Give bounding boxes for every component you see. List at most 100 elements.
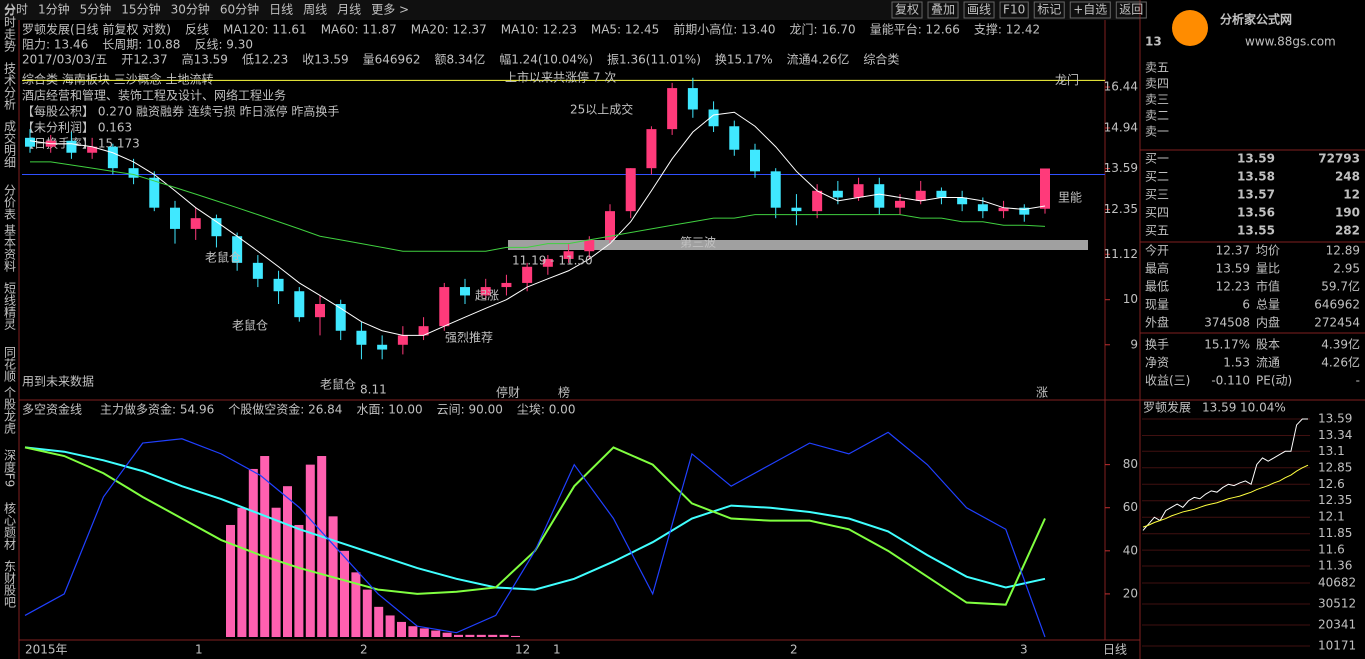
indicator-label: 流通4.26亿 xyxy=(787,52,850,67)
annotation: 用到未来数据 xyxy=(22,374,94,389)
y-tick-label: 11.6 xyxy=(1318,543,1345,557)
ask-label: 卖一 xyxy=(1145,125,1169,139)
toolbar-button[interactable]: F10 xyxy=(1003,3,1025,17)
stock-note: 【每股公积】 0.270 融资融券 连续亏损 昨日涨停 昨高换手 xyxy=(22,104,339,119)
indicator-label: 低12.23 xyxy=(242,53,288,67)
period-tab[interactable]: 1分钟 xyxy=(38,2,70,17)
bar xyxy=(237,507,247,637)
indicator-label: 高13.59 xyxy=(182,52,228,67)
stat-value: 272454 xyxy=(1314,316,1360,330)
intraday-line xyxy=(1142,418,1308,531)
side-tab[interactable]: 技术分析 xyxy=(3,62,17,111)
button-frame xyxy=(1033,1,1065,19)
candle-body xyxy=(770,171,781,208)
indicator-label: 支撑: 12.42 xyxy=(974,22,1040,37)
bar xyxy=(454,634,463,637)
bar xyxy=(397,621,406,637)
bar xyxy=(511,635,520,637)
side-tab[interactable]: 深度F9 xyxy=(3,448,17,487)
date-label: 2015年 xyxy=(25,643,68,657)
side-tab[interactable]: 分价表 xyxy=(3,184,17,220)
toolbar-button[interactable]: 标记 xyxy=(1037,3,1061,17)
bar xyxy=(385,615,395,637)
ask-label: 卖五 xyxy=(1145,61,1169,75)
side-tab[interactable]: 东财股吧 xyxy=(3,560,17,608)
date-label: 1 xyxy=(195,643,203,657)
candle-body xyxy=(149,177,160,208)
side-tab[interactable]: 基本资料 xyxy=(3,224,17,272)
logo-icon xyxy=(1172,10,1208,46)
period-tab[interactable]: 月线 xyxy=(337,3,361,17)
candle-body xyxy=(646,129,657,169)
annotation: 8.11 xyxy=(360,383,387,397)
side-tab[interactable]: 同花顺 xyxy=(3,346,17,382)
period-tab[interactable]: 30分钟 xyxy=(171,2,210,17)
toolbar-button[interactable]: 叠加 xyxy=(931,3,955,17)
stat-value: -0.110 xyxy=(1211,374,1250,388)
date-label: 3 xyxy=(1020,643,1028,657)
period-tab[interactable]: 分时 xyxy=(4,3,28,17)
support-band xyxy=(508,240,1088,250)
side-tab[interactable]: 短线精灵 xyxy=(3,282,17,331)
y-tick-label: 10171 xyxy=(1318,639,1356,653)
y-tick-label: 14.94 xyxy=(1104,120,1138,134)
candle-body xyxy=(252,262,263,279)
stat-label: 股本 xyxy=(1256,338,1280,352)
period-tab[interactable]: 15分钟 xyxy=(121,2,160,17)
button-frame xyxy=(1069,1,1111,19)
candle-body xyxy=(584,239,595,252)
candle-body xyxy=(895,200,905,208)
y-tick-label: 9 xyxy=(1130,337,1138,351)
bar xyxy=(362,589,372,637)
period-tab[interactable]: 更多 > xyxy=(371,3,409,17)
y-tick-label: 20 xyxy=(1123,586,1138,600)
period-tab[interactable]: 周线 xyxy=(303,3,327,17)
stock-note: 酒店经营和管理、装饰工程及设计、网络工程业务 xyxy=(22,88,286,103)
period-tab[interactable]: 日线 xyxy=(269,3,293,17)
bar xyxy=(419,628,429,637)
date-label: 2 xyxy=(360,643,368,657)
button-frame xyxy=(999,1,1029,19)
candle-body xyxy=(915,190,926,201)
stat-value: 12.37 xyxy=(1216,244,1250,258)
bid-volume: 72793 xyxy=(1318,152,1360,166)
annotation: 上市以来共涨停 7 次 xyxy=(505,70,616,85)
toolbar-button[interactable]: 复权 xyxy=(895,3,919,17)
annotation: 老鼠仓 xyxy=(205,251,241,265)
toolbar-button[interactable]: 画线 xyxy=(967,3,991,17)
bar xyxy=(408,626,418,637)
toolbar-button[interactable]: 返回 xyxy=(1119,3,1143,17)
legend-item: 云间: 90.00 xyxy=(437,403,503,417)
bar xyxy=(226,524,235,637)
candle-body xyxy=(977,204,988,212)
bar xyxy=(351,572,361,637)
period-tab[interactable]: 60分钟 xyxy=(220,2,259,17)
logo-title: 分析家公式网 xyxy=(1220,12,1292,27)
toolbar-button[interactable]: +自选 xyxy=(1073,3,1107,17)
candle-body xyxy=(750,149,760,172)
period-tab[interactable]: 5分钟 xyxy=(80,2,112,17)
stock-code: 13 xyxy=(1145,35,1162,49)
indicator-label: MA120: 11.61 xyxy=(223,23,307,37)
bar xyxy=(465,634,475,637)
side-tab[interactable]: 成交明细 xyxy=(3,120,17,168)
stat-label: 换手 xyxy=(1145,338,1169,352)
candle-body xyxy=(377,344,388,350)
indicator-label: MA5: 12.45 xyxy=(591,23,659,37)
indicator-label: 幅1.24(10.04%) xyxy=(499,52,593,67)
button-frame xyxy=(1115,1,1147,19)
candle-body xyxy=(605,211,615,240)
side-tab[interactable]: 分时走势 xyxy=(3,4,17,52)
candle-body xyxy=(729,126,740,150)
y-tick-label: 11.12 xyxy=(1104,247,1138,261)
indicator-label: MA60: 11.87 xyxy=(321,23,397,37)
indicator-label: MA20: 12.37 xyxy=(411,23,487,37)
side-tab[interactable]: 个股龙虎 xyxy=(3,386,17,435)
annotation: 涨 xyxy=(1036,385,1048,400)
y-tick-label: 13.59 xyxy=(1318,412,1352,426)
side-tab[interactable]: 核心题材 xyxy=(3,502,17,550)
candle-body xyxy=(853,184,864,198)
stock-note: 综合类 海南板块 三沙概念 土地流转 xyxy=(22,72,213,87)
